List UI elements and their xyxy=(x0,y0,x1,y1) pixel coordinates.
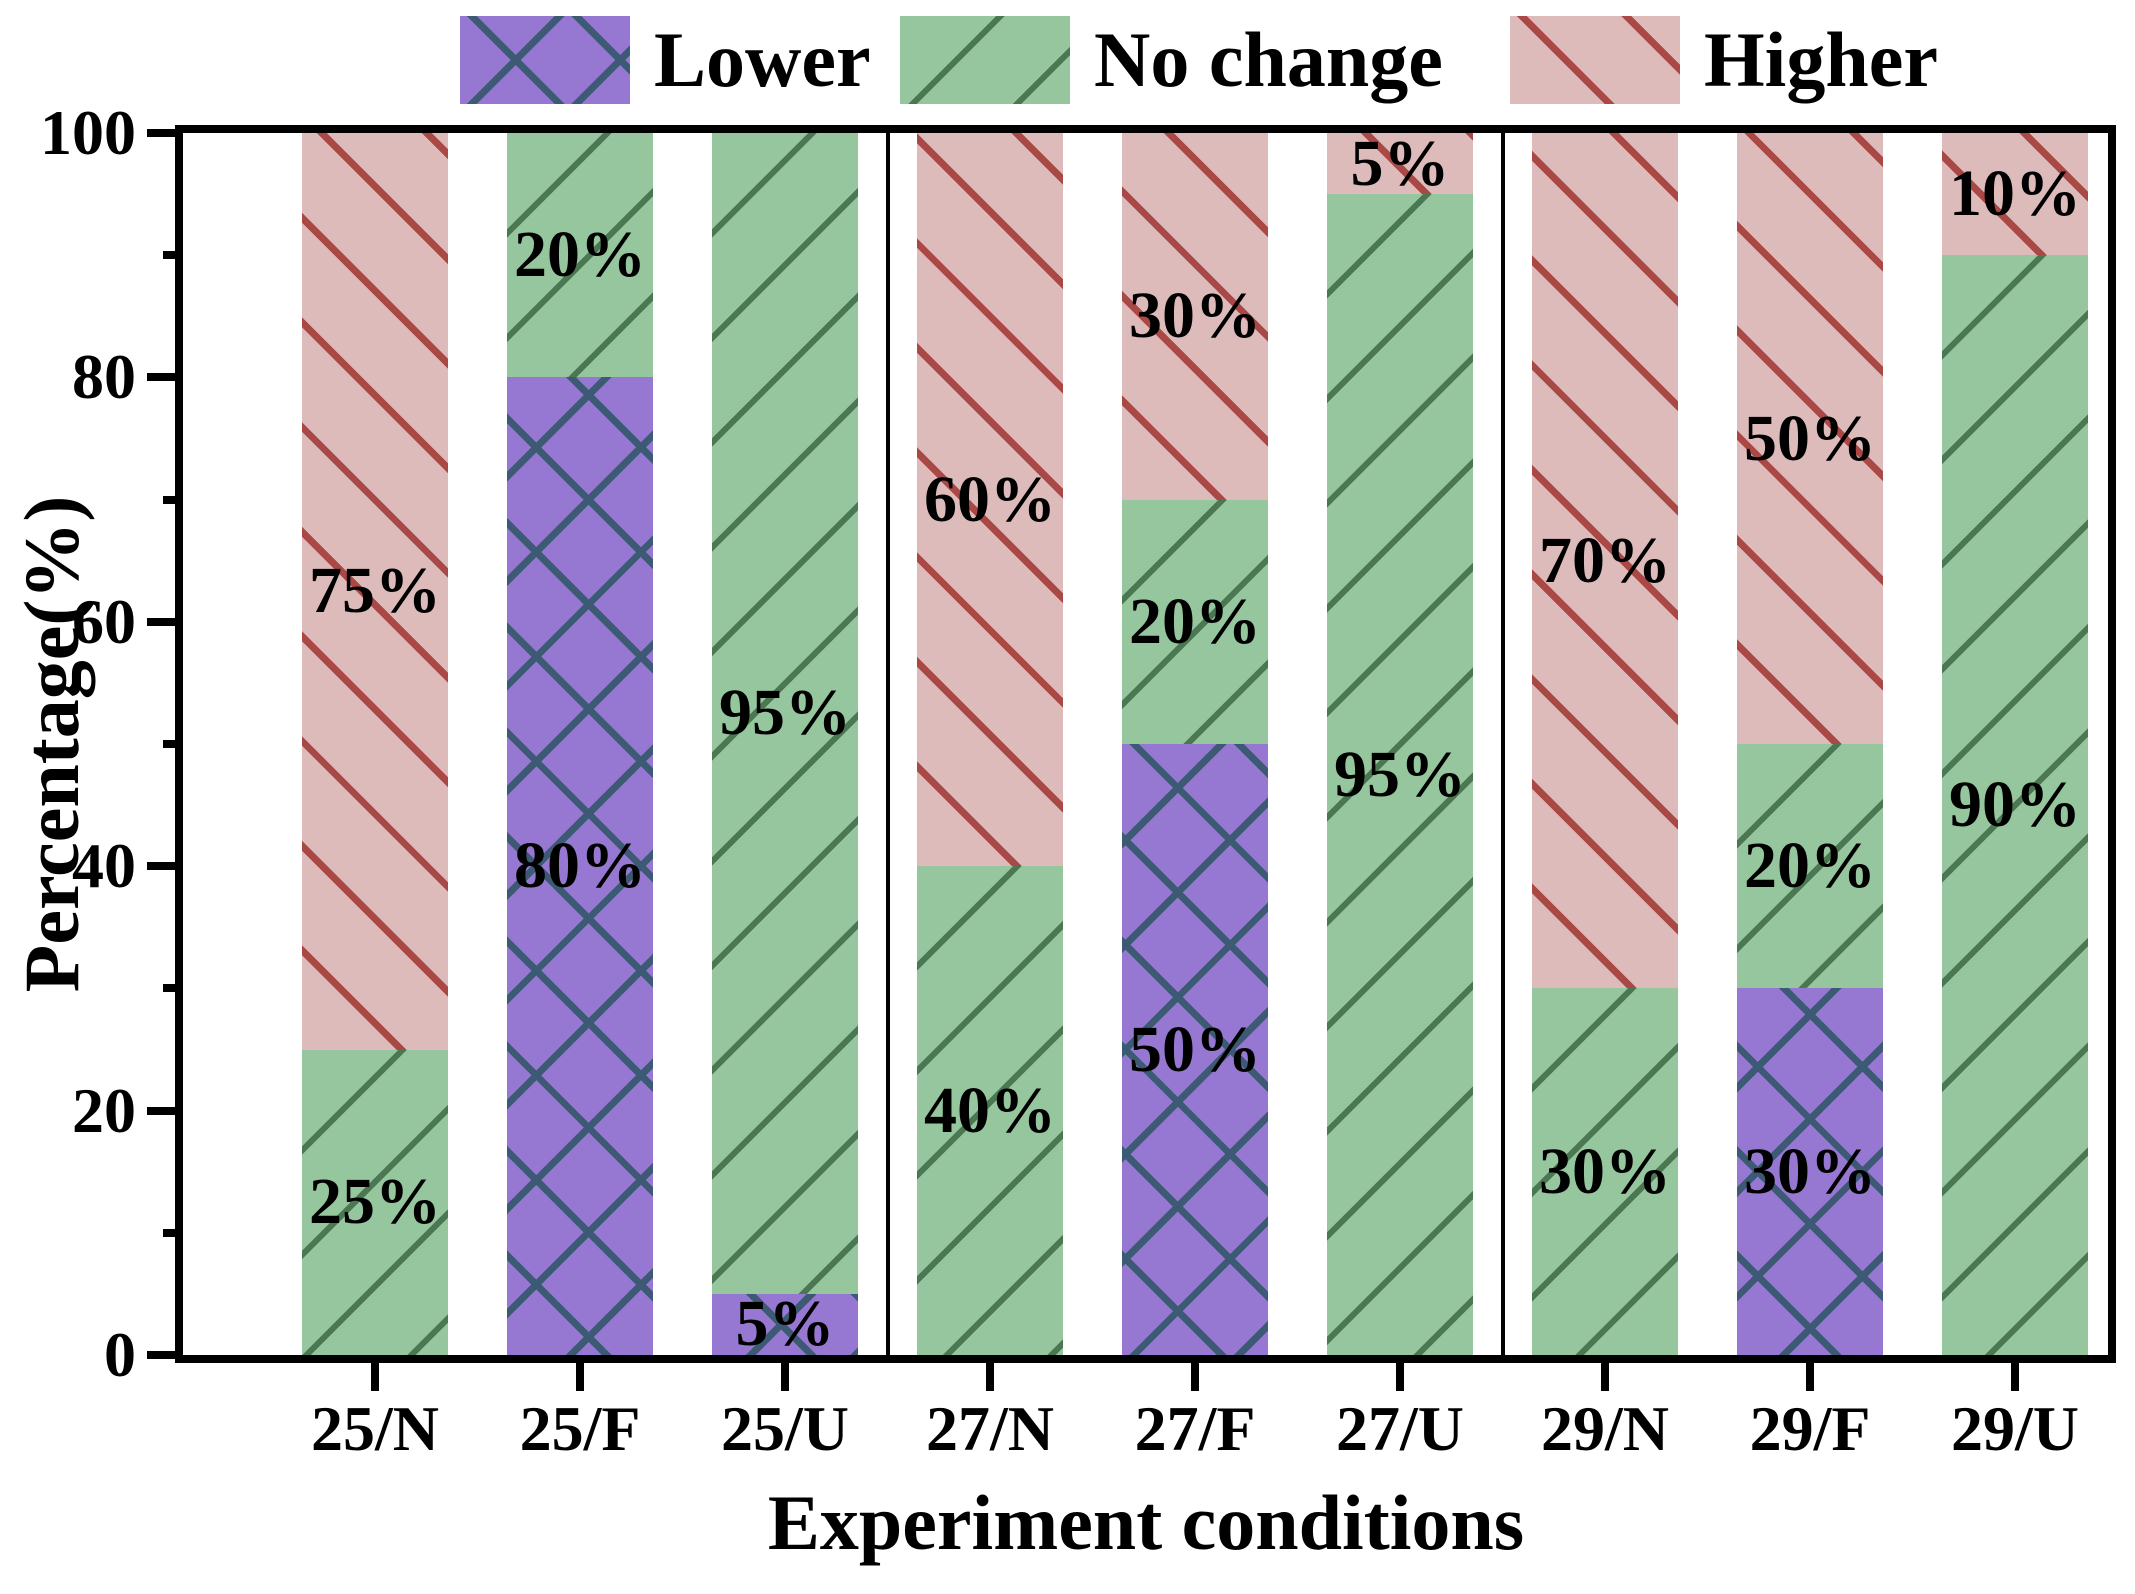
bar-segment-label: 30% xyxy=(1744,1134,1876,1208)
x-tick xyxy=(1396,1355,1404,1391)
y-tick-label: 80 xyxy=(72,341,136,413)
bar-segment-lower xyxy=(507,377,653,1355)
bar-segment-no-change xyxy=(917,866,1063,1355)
bar-segment-higher xyxy=(1532,133,1678,989)
bar-segment-label: 50% xyxy=(1744,401,1876,475)
y-tick-minor xyxy=(163,984,183,993)
bar-segment-higher xyxy=(302,133,448,1050)
x-tick xyxy=(1191,1355,1199,1391)
x-tick-label: 27/F xyxy=(1134,1393,1256,1464)
y-tick-label: 100 xyxy=(40,97,136,168)
legend-item-lower: Lower xyxy=(460,16,871,104)
x-tick-label: 27/U xyxy=(1336,1393,1464,1464)
bar-segment-label: 5% xyxy=(1350,126,1450,200)
y-tick-major xyxy=(147,1351,183,1359)
bar-segment-label: 95% xyxy=(719,676,851,750)
x-tick-label: 25/U xyxy=(721,1393,849,1464)
bar-segment-label: 5% xyxy=(735,1287,835,1361)
plot-area: 0 20 40 60 80 100 25/N 25/F 25/U 27/N 27/F 27/U 29/N… xyxy=(40,101,2108,1461)
bar-segment-lower xyxy=(1737,988,1883,1355)
x-tick xyxy=(781,1355,789,1391)
bar-segment-label: 40% xyxy=(924,1073,1056,1147)
bar-segment-higher xyxy=(1737,133,1883,744)
legend-label-no-change: No change xyxy=(1094,16,1443,103)
bar-segment-label: 20% xyxy=(1744,829,1876,903)
bar-segment-label: 80% xyxy=(514,829,646,903)
x-axis-title: Experiment conditions xyxy=(767,1479,1525,1566)
x-tick-label: 25/F xyxy=(519,1393,641,1464)
bar-segment-label: 10% xyxy=(1949,157,2081,231)
legend-item-higher: Higher xyxy=(1510,16,1938,104)
x-tick xyxy=(371,1355,379,1391)
x-tick-label: 27/N xyxy=(926,1393,1054,1464)
x-tick xyxy=(986,1355,994,1391)
bar-segment-higher xyxy=(1327,133,1473,195)
bar-segment-no-change xyxy=(1737,744,1883,989)
y-axis-title: Percentage(%) xyxy=(8,495,95,993)
x-tick xyxy=(2011,1355,2019,1391)
y-tick-major xyxy=(147,617,183,626)
y-tick-minor xyxy=(163,1228,183,1237)
y-tick-major xyxy=(147,1106,183,1115)
y-tick-minor xyxy=(163,495,183,504)
legend-label-lower: Lower xyxy=(654,16,871,103)
x-tick-label: 25/N xyxy=(311,1393,439,1464)
bar-segment-label: 95% xyxy=(1334,737,1466,811)
x-tick-label: 29/U xyxy=(1951,1393,2079,1464)
y-tick-label: 20 xyxy=(72,1074,136,1146)
bar-segment-label: 70% xyxy=(1539,523,1671,597)
y-tick-major xyxy=(147,129,183,137)
bar-segment-lower xyxy=(1122,744,1268,1355)
bar-segment-no-change xyxy=(1532,988,1678,1355)
bar-segment-label: 75% xyxy=(309,554,441,628)
bar-segment-no-change xyxy=(1942,255,2088,1355)
legend-swatch-higher xyxy=(1510,16,1680,104)
bar-segment-lower xyxy=(712,1293,858,1355)
bar-segment-label: 90% xyxy=(1949,768,2081,842)
group-divider xyxy=(885,133,890,1355)
legend-item-no-change: No change xyxy=(900,16,1443,104)
bar-segment-label: 20% xyxy=(514,218,646,292)
bar-segment-no-change xyxy=(507,133,653,378)
y-tick-major xyxy=(147,373,183,382)
bar-segment-label: 30% xyxy=(1129,279,1261,353)
y-tick-minor xyxy=(163,251,183,260)
bar-segment-label: 30% xyxy=(1539,1134,1671,1208)
x-tick-label: 29/F xyxy=(1749,1393,1871,1464)
bar-segment-no-change xyxy=(712,133,858,1294)
legend-swatch-lower xyxy=(460,16,630,104)
y-tick-label: 40 xyxy=(72,830,136,902)
bar-segment-no-change xyxy=(1327,194,1473,1355)
x-tick xyxy=(1601,1355,1609,1391)
y-tick-major xyxy=(147,862,183,871)
legend-swatch-no-change xyxy=(900,16,1070,104)
bar-segment-label: 25% xyxy=(309,1165,441,1239)
y-tick-label: 0 xyxy=(104,1319,136,1390)
y-tick-minor xyxy=(163,740,183,748)
bar-segment-no-change xyxy=(1122,499,1268,744)
y-tick-label: 60 xyxy=(72,585,136,657)
x-tick xyxy=(1806,1355,1814,1391)
legend-label-higher: Higher xyxy=(1704,16,1938,103)
bar-segment-higher xyxy=(1942,133,2088,256)
bar-segment-label: 60% xyxy=(924,462,1056,536)
bar-segment-label: 50% xyxy=(1129,1012,1261,1086)
bar-segment-no-change xyxy=(302,1049,448,1355)
x-tick xyxy=(576,1355,584,1391)
bar-segment-label: 20% xyxy=(1129,584,1261,658)
x-tick-label: 29/N xyxy=(1541,1393,1669,1464)
group-divider xyxy=(1500,133,1505,1355)
bar-segment-higher xyxy=(917,133,1063,867)
bar-segment-higher xyxy=(1122,133,1268,500)
